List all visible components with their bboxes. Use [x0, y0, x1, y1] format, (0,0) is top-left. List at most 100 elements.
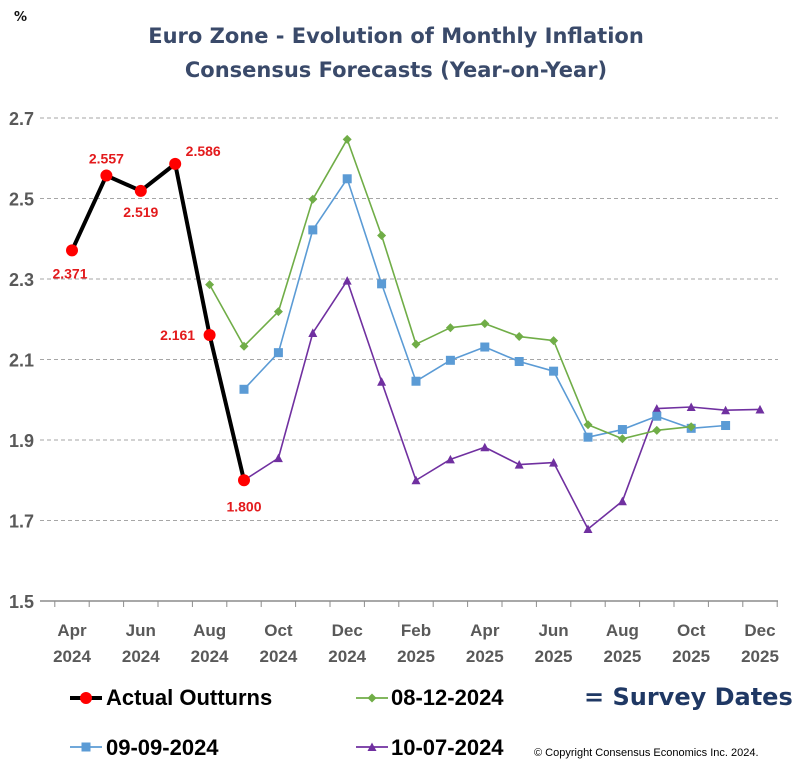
- data-point-actual-outturns: [66, 244, 78, 257]
- data-point-09-09-2024: [549, 366, 559, 376]
- data-point-08-12-2024: [686, 422, 696, 432]
- data-label: 2.161: [160, 327, 195, 343]
- y-tick-label: 2.3: [9, 270, 34, 290]
- x-tick-label-month: Dec: [744, 621, 775, 640]
- x-tick-label-month: Apr: [57, 621, 87, 640]
- data-point-10-07-2024: [617, 496, 627, 506]
- data-point-08-12-2024: [652, 425, 662, 435]
- data-point-08-12-2024: [480, 319, 490, 329]
- data-label: 2.586: [186, 143, 221, 159]
- data-point-10-07-2024: [549, 458, 559, 467]
- x-tick-label-year: 2024: [328, 647, 366, 666]
- data-point-08-12-2024: [342, 134, 352, 144]
- data-point-09-09-2024: [273, 348, 283, 358]
- x-tick-label-month: Oct: [264, 621, 293, 640]
- x-tick-label-year: 2025: [397, 647, 435, 666]
- data-point-08-12-2024: [445, 323, 455, 333]
- data-point-09-09-2024: [583, 432, 593, 442]
- data-point-10-07-2024: [652, 404, 662, 413]
- y-tick-label: 2.1: [9, 351, 34, 371]
- data-point-actual-outturns: [238, 474, 250, 487]
- data-point-09-09-2024: [514, 357, 524, 367]
- data-point-10-07-2024: [445, 454, 455, 464]
- x-tick-label-year: 2025: [466, 647, 504, 666]
- data-point-09-09-2024: [721, 421, 731, 431]
- legend-swatch-marker-08-12-2024: [367, 693, 377, 703]
- survey-dates-note: = Survey Dates: [584, 683, 792, 711]
- data-point-10-07-2024: [377, 377, 387, 386]
- data-point-10-07-2024: [273, 453, 283, 463]
- x-tick-label-year: 2024: [53, 647, 91, 666]
- data-point-actual-outturns: [134, 184, 147, 197]
- data-label: 2.519: [123, 204, 158, 220]
- y-tick-label: 1.7: [9, 512, 34, 532]
- x-tick-label-month: Dec: [332, 621, 363, 640]
- data-point-09-09-2024: [308, 225, 318, 235]
- y-tick-label: 2.5: [9, 190, 34, 210]
- chart-title-line-1: Euro Zone - Evolution of Monthly Inflati…: [148, 24, 644, 48]
- x-tick-label-month: Apr: [470, 621, 500, 640]
- legend-swatch-marker-09-09-2024: [81, 742, 91, 752]
- x-tick-label-year: 2025: [535, 647, 573, 666]
- data-point-09-09-2024: [480, 342, 490, 352]
- x-tick-label-year: 2024: [122, 647, 160, 666]
- data-point-09-09-2024: [377, 279, 387, 289]
- data-point-10-07-2024: [514, 460, 524, 469]
- x-tick-label-month: Aug: [606, 621, 639, 640]
- data-point-09-09-2024: [652, 411, 662, 421]
- data-point-10-07-2024: [411, 475, 421, 485]
- data-point-10-07-2024: [583, 524, 593, 534]
- legend-swatch-marker-10-07-2024: [367, 742, 377, 752]
- legend-label-10-07-2024: 10-07-2024: [391, 735, 504, 760]
- legend-label-actual-outturns: Actual Outturns: [106, 685, 273, 710]
- series-line-10-07-2024: [243, 279, 761, 530]
- legend-layer: [70, 692, 388, 752]
- data-point-10-07-2024: [755, 404, 765, 414]
- data-point-10-07-2024: [686, 402, 696, 412]
- copyright-notice: © Copyright Consensus Economics Inc. 202…: [534, 747, 759, 759]
- data-point-10-07-2024: [342, 276, 352, 285]
- data-point-09-09-2024: [617, 425, 627, 435]
- data-label: 1.800: [226, 498, 261, 514]
- data-point-actual-outturns: [169, 157, 182, 170]
- data-point-08-12-2024: [377, 231, 387, 241]
- legend-label-08-12-2024: 08-12-2024: [391, 685, 504, 710]
- data-label: 2.557: [89, 151, 124, 167]
- axis-layer: 1.5 1.7 1.9 2.1 2.3 2.5 2.7 Apr 2024 Jun 2024 Aug 20…: [9, 109, 779, 666]
- series-line-actual-outturns: [70, 161, 246, 481]
- series-line-09-09-2024: [243, 177, 726, 438]
- data-point-08-12-2024: [514, 332, 524, 342]
- data-point-08-12-2024: [308, 194, 318, 204]
- y-tick-label: 1.5: [9, 592, 34, 612]
- data-point-actual-outturns: [203, 328, 216, 341]
- y-unit-label: %: [14, 10, 28, 25]
- x-tick-label-month: Feb: [401, 621, 431, 640]
- x-tick-label-year: 2024: [259, 647, 297, 666]
- data-point-09-09-2024: [342, 174, 352, 184]
- x-tick-label-month: Jun: [538, 621, 568, 640]
- y-tick-label: 1.9: [9, 431, 34, 451]
- data-label: 2.371: [52, 265, 87, 281]
- data-label-layer: 2.371 2.557 2.519 2.586 2.161 1.800: [52, 143, 261, 514]
- data-point-actual-outturns: [100, 169, 113, 182]
- data-point-08-12-2024: [205, 280, 215, 290]
- x-tick-label-year: 2025: [741, 647, 779, 666]
- x-tick-label-year: 2025: [672, 647, 710, 666]
- x-tick-label-year: 2024: [191, 647, 229, 666]
- data-point-08-12-2024: [617, 434, 627, 444]
- data-point-08-12-2024: [583, 420, 593, 430]
- x-tick-label-month: Jun: [126, 621, 156, 640]
- legend-swatch-marker-actual-outturns: [80, 692, 92, 704]
- data-point-10-07-2024: [308, 328, 318, 337]
- data-point-09-09-2024: [239, 384, 249, 394]
- data-point-08-12-2024: [273, 307, 283, 317]
- series-line-08-12-2024: [208, 138, 692, 440]
- data-point-09-09-2024: [411, 376, 421, 386]
- data-point-10-07-2024: [480, 442, 490, 452]
- data-point-08-12-2024: [411, 339, 421, 349]
- legend-label-09-09-2024: 09-09-2024: [106, 735, 219, 760]
- x-tick-label-year: 2025: [603, 647, 641, 666]
- data-point-09-09-2024: [445, 355, 455, 365]
- data-point-08-12-2024: [549, 336, 559, 346]
